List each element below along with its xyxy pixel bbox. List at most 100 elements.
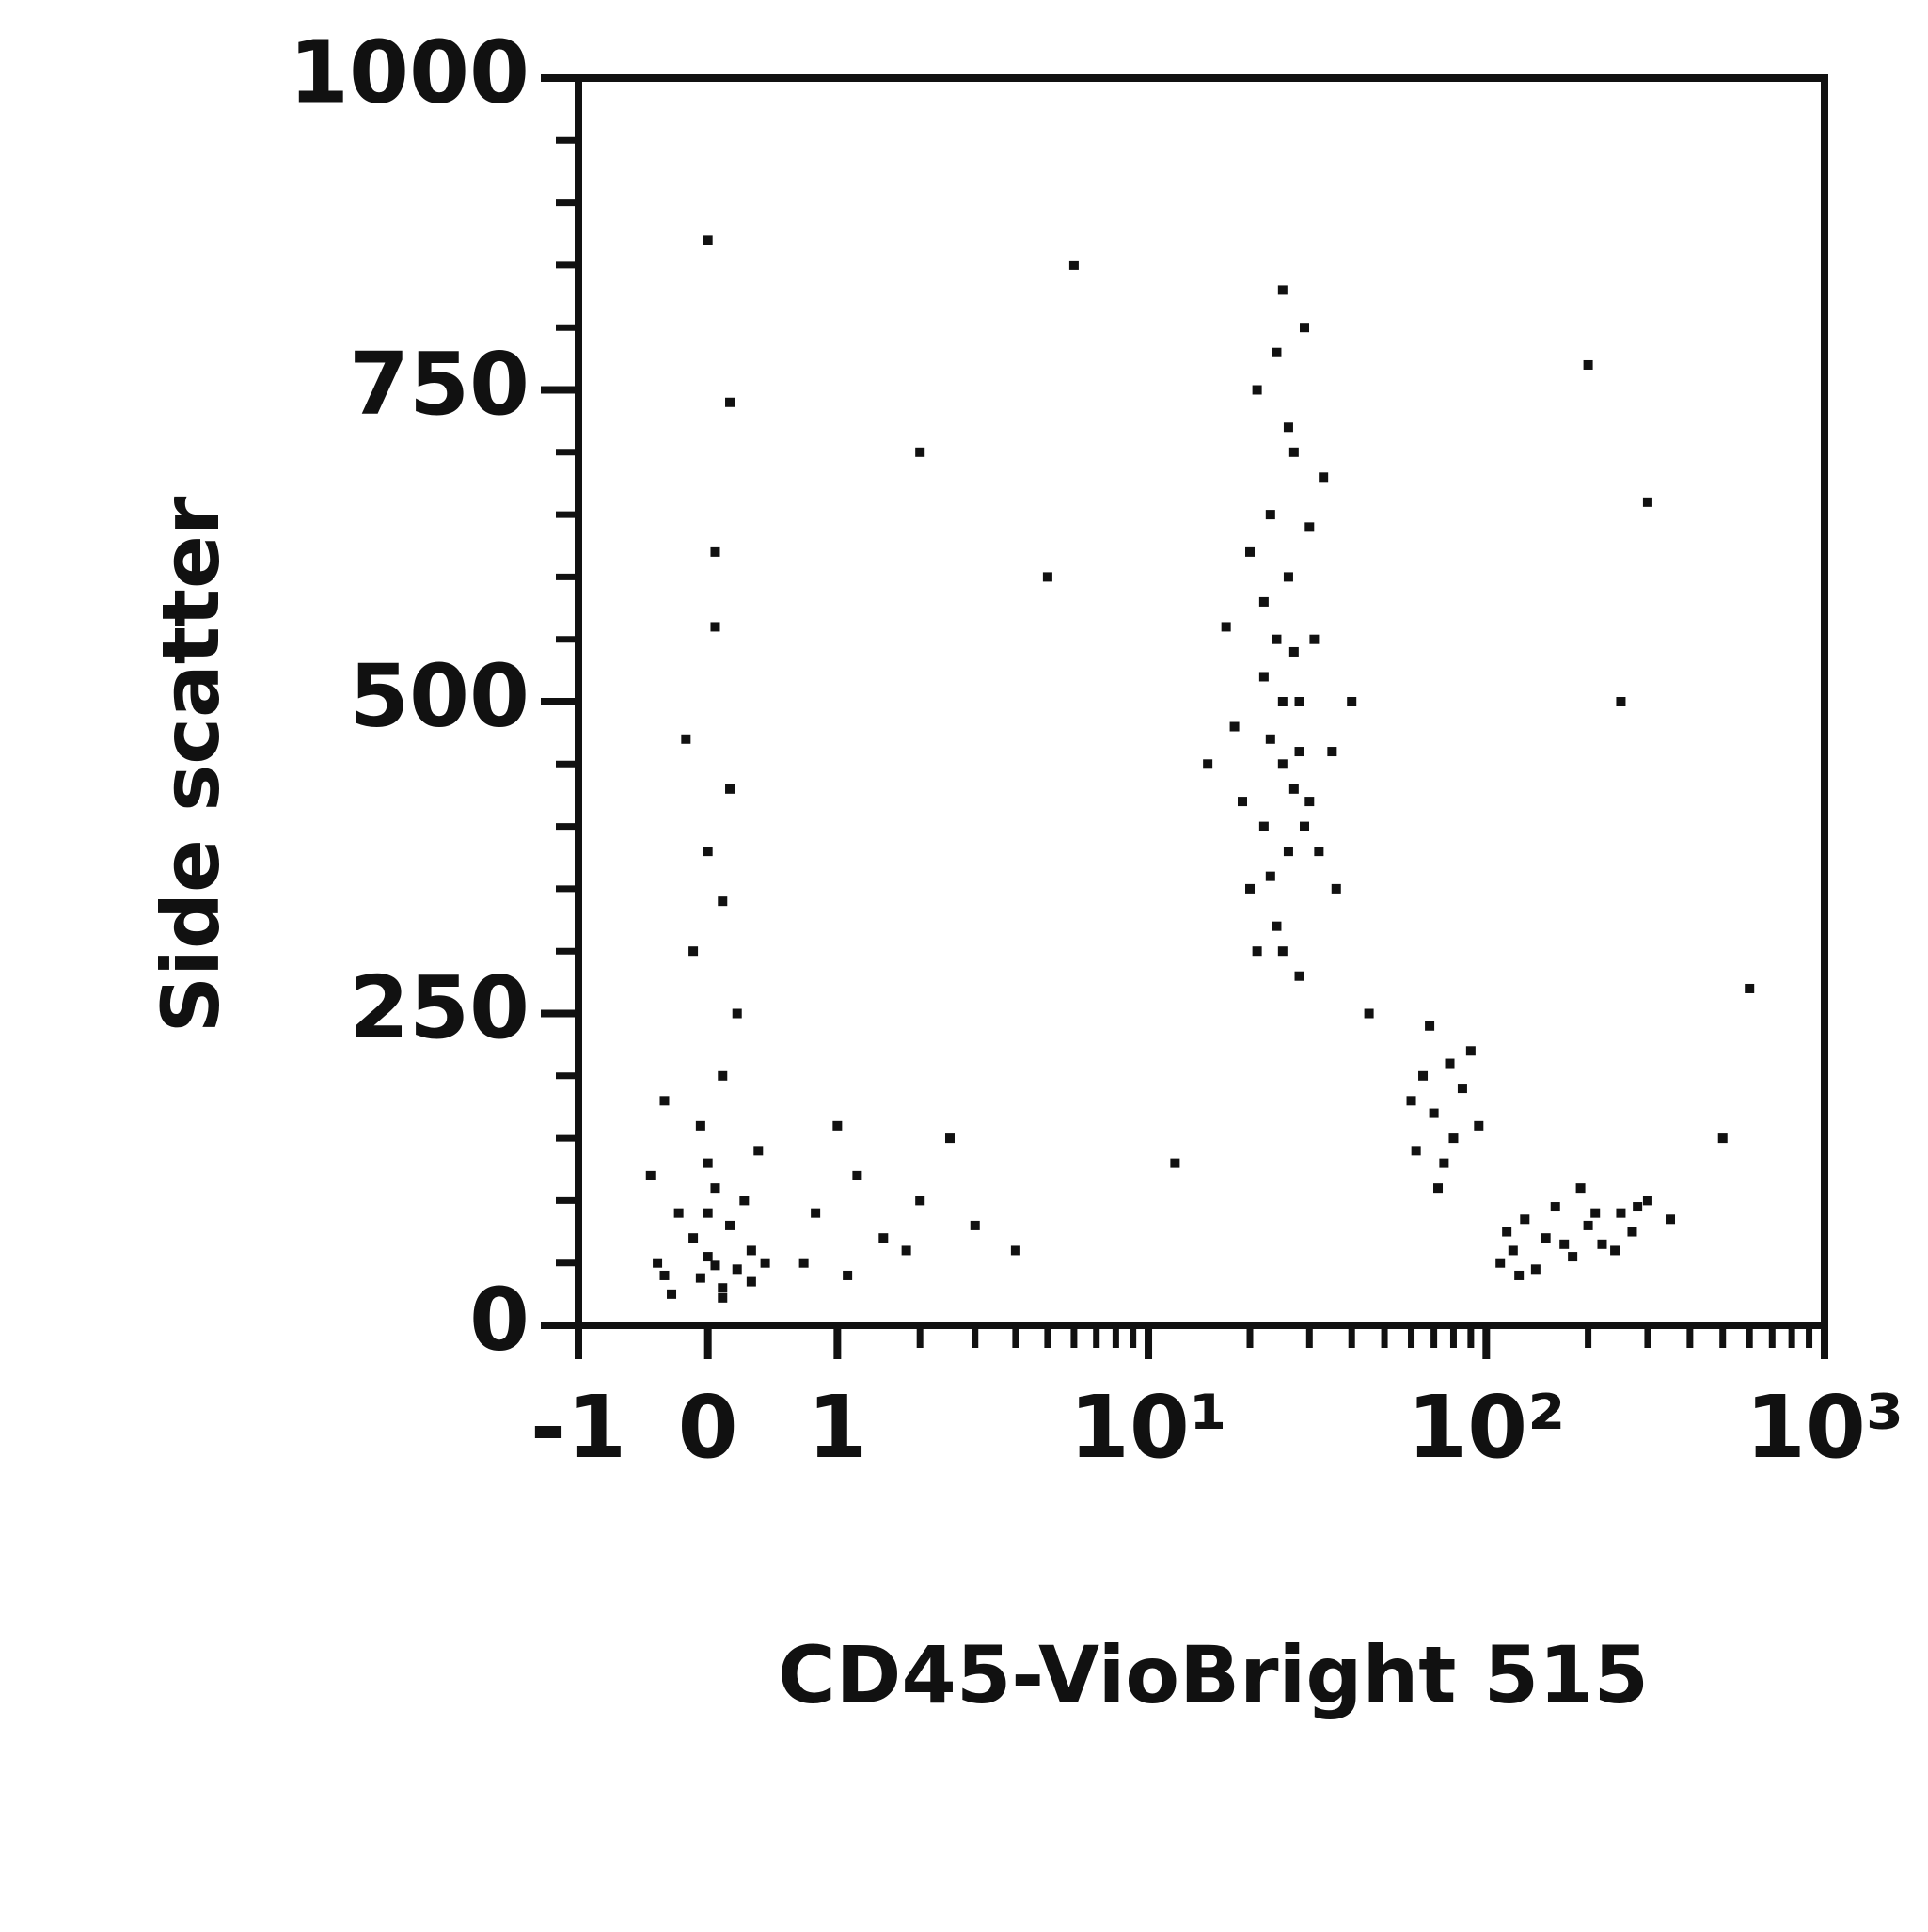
point bbox=[1283, 572, 1293, 582]
point bbox=[1170, 1158, 1180, 1168]
point bbox=[1429, 1108, 1439, 1118]
point bbox=[1277, 285, 1288, 295]
point bbox=[1272, 347, 1282, 357]
point bbox=[695, 1273, 705, 1283]
point bbox=[1331, 883, 1341, 894]
point bbox=[1568, 1252, 1578, 1262]
point bbox=[1616, 1208, 1626, 1218]
point bbox=[1583, 1220, 1593, 1230]
point bbox=[1238, 797, 1248, 807]
point bbox=[1666, 1214, 1676, 1225]
y-tick-label: 1000 bbox=[289, 22, 529, 122]
point bbox=[1433, 1183, 1444, 1194]
point bbox=[1457, 1084, 1467, 1094]
point bbox=[1314, 847, 1324, 857]
point bbox=[1717, 1133, 1728, 1144]
point bbox=[1288, 646, 1299, 657]
point bbox=[739, 1196, 750, 1206]
point bbox=[1520, 1214, 1530, 1225]
point bbox=[710, 546, 720, 557]
point bbox=[681, 734, 691, 744]
point bbox=[901, 1245, 911, 1256]
point bbox=[1294, 747, 1304, 757]
point bbox=[1288, 784, 1299, 794]
point bbox=[798, 1258, 809, 1268]
point bbox=[832, 1120, 843, 1131]
point bbox=[1294, 971, 1304, 981]
point bbox=[1304, 797, 1315, 807]
point bbox=[1010, 1245, 1020, 1256]
point bbox=[1642, 1196, 1652, 1206]
point bbox=[645, 1170, 656, 1180]
point bbox=[1550, 1202, 1560, 1212]
point bbox=[1288, 447, 1299, 457]
point bbox=[1258, 672, 1269, 682]
point bbox=[688, 1233, 699, 1243]
point bbox=[1265, 734, 1275, 744]
point bbox=[1530, 1264, 1541, 1275]
point bbox=[1439, 1158, 1449, 1168]
point bbox=[673, 1208, 684, 1218]
x-axis-title: CD45-VioBright 515 bbox=[778, 1629, 1649, 1721]
point bbox=[1597, 1239, 1607, 1249]
point bbox=[732, 1264, 742, 1275]
point bbox=[659, 1270, 670, 1280]
y-tick-label: 250 bbox=[349, 958, 529, 1058]
point bbox=[1347, 697, 1357, 706]
point bbox=[1277, 946, 1288, 957]
point bbox=[1272, 634, 1282, 644]
point bbox=[1277, 697, 1288, 706]
point bbox=[703, 1208, 713, 1218]
point bbox=[703, 847, 713, 857]
point bbox=[732, 1008, 742, 1019]
point bbox=[1068, 260, 1079, 270]
point bbox=[746, 1245, 756, 1256]
point bbox=[1495, 1258, 1506, 1268]
point bbox=[1272, 921, 1282, 931]
point bbox=[703, 235, 713, 245]
point bbox=[718, 1292, 728, 1303]
y-axis-title: Side scatter bbox=[145, 496, 237, 1033]
point bbox=[710, 1260, 720, 1271]
x-tick-label: 10² bbox=[1407, 1377, 1565, 1478]
point bbox=[710, 1183, 720, 1194]
point bbox=[944, 1133, 955, 1144]
point bbox=[1283, 847, 1293, 857]
point bbox=[667, 1289, 677, 1299]
point bbox=[1411, 1146, 1421, 1156]
x-tick-label: 10³ bbox=[1746, 1377, 1904, 1478]
point bbox=[688, 946, 699, 957]
point bbox=[1245, 546, 1256, 557]
x-tick-label: 0 bbox=[678, 1377, 738, 1478]
x-tick-label: 1 bbox=[807, 1377, 867, 1478]
point bbox=[878, 1233, 889, 1243]
point bbox=[1252, 946, 1262, 957]
plot-frame bbox=[575, 74, 1828, 1329]
point bbox=[695, 1120, 705, 1131]
y-tick-label: 0 bbox=[469, 1269, 529, 1370]
point bbox=[653, 1258, 663, 1268]
point bbox=[1252, 385, 1262, 395]
point bbox=[1642, 497, 1652, 507]
point bbox=[1229, 721, 1240, 732]
point bbox=[1265, 510, 1275, 520]
point bbox=[1514, 1270, 1525, 1280]
point bbox=[1590, 1208, 1601, 1218]
point bbox=[1448, 1133, 1459, 1144]
point bbox=[659, 1096, 670, 1106]
point bbox=[1474, 1120, 1484, 1131]
point bbox=[1364, 1008, 1374, 1019]
point bbox=[1294, 697, 1304, 706]
point bbox=[852, 1170, 862, 1180]
point bbox=[718, 896, 728, 907]
point bbox=[710, 622, 720, 632]
point bbox=[1309, 634, 1320, 644]
point bbox=[1465, 1046, 1476, 1056]
point bbox=[1406, 1096, 1416, 1106]
point bbox=[718, 1283, 728, 1293]
point bbox=[760, 1258, 770, 1268]
point bbox=[1502, 1227, 1512, 1237]
point bbox=[1541, 1233, 1551, 1243]
point bbox=[1221, 622, 1231, 632]
point bbox=[1265, 871, 1275, 881]
